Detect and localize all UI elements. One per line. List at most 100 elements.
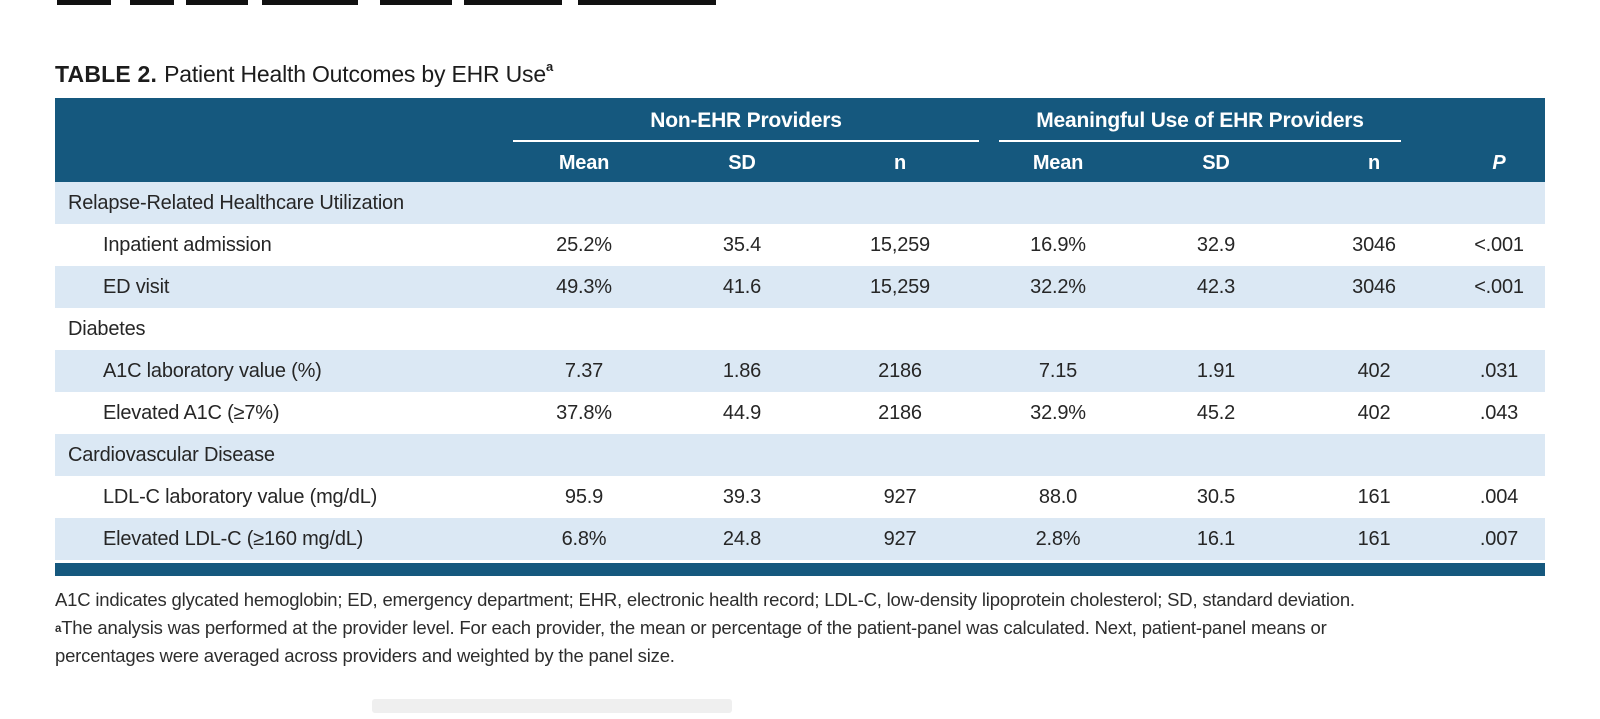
row-label: Cardiovascular Disease: [68, 443, 275, 466]
group-header-label: Non-EHR Providers: [513, 109, 979, 142]
cropped-text-artifact: [372, 699, 732, 713]
table-row: Elevated LDL-C (≥160 mg/dL) 6.8% 24.8 927 2.…: [55, 518, 1545, 560]
column-header-n: n: [893, 151, 907, 174]
value-cell: [979, 182, 1137, 224]
value-cell: [1137, 308, 1295, 350]
value-cell: [1137, 434, 1295, 476]
p-value-cell: .031: [1479, 359, 1519, 382]
value-cell: [1137, 182, 1295, 224]
value-cell: 41.6: [722, 275, 762, 298]
value-cell: [505, 308, 663, 350]
row-label: Relapse-Related Healthcare Utilization: [68, 191, 404, 214]
value-cell: [505, 434, 663, 476]
value-cell: 927: [883, 527, 917, 550]
value-cell: 2186: [878, 359, 922, 382]
table-row: LDL-C laboratory value (mg/dL) 95.9 39.3 92…: [55, 476, 1545, 518]
row-label: Inpatient admission: [103, 233, 272, 256]
table-row: A1C laboratory value (%) 7.37 1.86 2186 7.15…: [55, 350, 1545, 392]
p-value-cell: .007: [1479, 527, 1519, 550]
value-cell: 927: [883, 485, 917, 508]
value-cell: 15,259: [870, 275, 930, 298]
value-cell: [821, 182, 979, 224]
column-header-mean: Mean: [558, 151, 610, 174]
value-cell: 2.8%: [1035, 527, 1081, 550]
group-header-non-ehr: Non-EHR Providers: [505, 98, 979, 144]
value-cell: 16.9%: [1030, 233, 1086, 256]
value-cell: 37.8%: [556, 401, 612, 424]
abbreviations-note: A1C indicates glycated hemoglobin; ED, e…: [55, 589, 1355, 610]
p-value-cell: <.001: [1474, 275, 1524, 298]
value-cell: [1295, 182, 1453, 224]
value-cell: 7.15: [1038, 359, 1078, 382]
value-cell: 49.3%: [556, 275, 612, 298]
footnote-marker: a: [55, 623, 62, 635]
header-spacer: [55, 98, 505, 144]
value-cell: [505, 182, 663, 224]
p-value-cell: [1453, 182, 1545, 224]
value-cell: 88.0: [1038, 485, 1078, 508]
value-cell: [663, 182, 821, 224]
table-row: Inpatient admission 25.2% 35.4 15,259 16.9% 3…: [55, 224, 1545, 266]
header-spacer: [55, 144, 505, 182]
row-label: Diabetes: [68, 317, 146, 340]
column-header-sd: SD: [728, 151, 756, 174]
value-cell: 45.2: [1196, 401, 1236, 424]
value-cell: 35.4: [722, 233, 762, 256]
value-cell: [821, 434, 979, 476]
value-cell: [821, 308, 979, 350]
artifact-fragment: [464, 0, 562, 5]
table-number: TABLE 2.: [55, 61, 158, 87]
value-cell: 25.2%: [556, 233, 612, 256]
section-row: Cardiovascular Disease: [55, 434, 1545, 476]
analysis-note-continued: percentages were averaged across provide…: [55, 645, 675, 666]
p-value-cell: <.001: [1474, 233, 1524, 256]
value-cell: 39.3: [722, 485, 762, 508]
column-header-row: Mean SD n Mean SD n P: [55, 144, 1545, 182]
artifact-fragment: [578, 0, 716, 5]
value-cell: 32.9%: [1030, 401, 1086, 424]
value-cell: 3046: [1352, 233, 1396, 256]
value-cell: 1.91: [1196, 359, 1236, 382]
value-cell: 2186: [878, 401, 922, 424]
column-header-n: n: [1367, 151, 1381, 174]
table-title-text: Patient Health Outcomes by EHR Use: [164, 61, 546, 87]
row-label: LDL-C laboratory value (mg/dL): [103, 485, 378, 508]
value-cell: 44.9: [722, 401, 762, 424]
artifact-fragment: [380, 0, 452, 5]
row-label: ED visit: [103, 275, 170, 298]
outcomes-table: Non-EHR Providers Meaningful Use of EHR …: [55, 98, 1545, 576]
p-value-cell: [1453, 308, 1545, 350]
value-cell: [1295, 434, 1453, 476]
value-cell: [979, 308, 1137, 350]
value-cell: 15,259: [870, 233, 930, 256]
value-cell: [663, 434, 821, 476]
value-cell: 402: [1357, 401, 1391, 424]
column-header-p-value: P: [1492, 151, 1506, 174]
value-cell: [979, 434, 1137, 476]
p-value-cell: [1453, 434, 1545, 476]
row-label: Elevated A1C (≥7%): [103, 401, 280, 424]
group-header-row: Non-EHR Providers Meaningful Use of EHR …: [55, 98, 1545, 144]
table-row: ED visit 49.3% 41.6 15,259 32.2% 42.3 3046 <.00…: [55, 266, 1545, 308]
table-title-superscript: a: [545, 59, 553, 74]
value-cell: 1.86: [722, 359, 762, 382]
column-header-mean: Mean: [1032, 151, 1084, 174]
table-header: Non-EHR Providers Meaningful Use of EHR …: [55, 98, 1545, 182]
row-label: A1C laboratory value (%): [103, 359, 322, 382]
value-cell: 7.37: [564, 359, 604, 382]
table-title: TABLE 2. Patient Health Outcomes by EHR U…: [55, 59, 553, 88]
value-cell: 42.3: [1196, 275, 1236, 298]
p-value-cell: .004: [1479, 485, 1519, 508]
value-cell: 3046: [1352, 275, 1396, 298]
artifact-fragment: [130, 0, 174, 5]
header-spacer: [1453, 98, 1545, 144]
value-cell: 95.9: [564, 485, 604, 508]
section-row: Diabetes: [55, 308, 1545, 350]
artifact-fragment: [57, 0, 111, 5]
group-header-meaningful-use: Meaningful Use of EHR Providers: [979, 98, 1453, 144]
column-header-sd: SD: [1202, 151, 1230, 174]
table-bottom-rule: [55, 563, 1545, 576]
row-label: Elevated LDL-C (≥160 mg/dL): [103, 527, 364, 550]
artifact-fragment: [186, 0, 248, 5]
